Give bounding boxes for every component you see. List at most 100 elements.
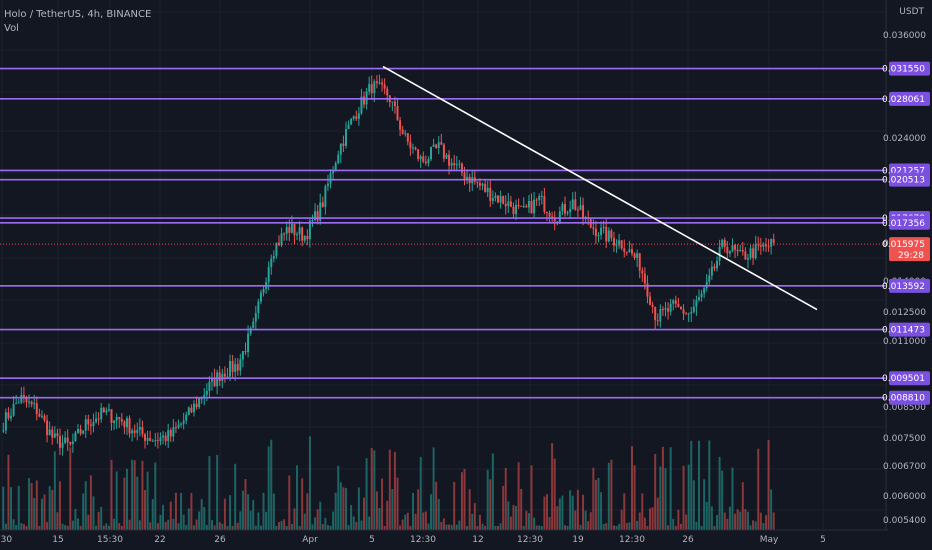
countdown-label: 29:28 [898,251,924,261]
volume-bar [378,508,381,530]
volume-bar [445,524,448,530]
time-tick-label: 12 [472,535,483,545]
candle-body [558,211,561,223]
candle-body [131,430,134,434]
candle-body [77,429,79,433]
volume-bar [424,511,427,530]
volume-bar [739,511,742,530]
candle-body [466,176,469,180]
candle-body [257,301,260,314]
volume-bar [628,522,631,530]
candle-body [731,245,734,252]
volume-indicator-label[interactable]: Vol [4,23,19,34]
candle-body [625,251,628,253]
volume-bar [594,479,597,530]
candle-body [414,147,417,150]
price-level-tag [889,390,930,405]
candle-body [752,248,755,259]
volume-bar [491,453,494,530]
volume-bar [473,503,476,530]
volume-bar [51,489,54,530]
volume-bar [211,520,213,530]
candle-body [69,442,72,444]
candle-body [636,253,639,258]
time-axis[interactable]: 5:30 15 15:30 22 26 Apr 5 12:30 12 12:30 19 12:30 26… [0,529,888,550]
time-tick-label: 15:30 [97,535,123,545]
candle-body [381,82,384,85]
volume-bar [270,439,273,530]
volume-bar [370,448,373,530]
candle-body [71,441,74,444]
candle-body [15,403,18,405]
candle-body [296,234,299,236]
candle-body [58,436,61,448]
volume-bar [10,487,13,530]
volume-bar [46,522,49,530]
candle-body [646,283,649,297]
candle-body [208,381,211,391]
candle-body [569,208,572,213]
volume-bar [414,513,417,530]
price-tick-label: 0.006000 [883,492,926,502]
candle-body [298,227,301,235]
time-tick-label: 15 [52,535,63,545]
candle-body [84,419,87,431]
candle-body [527,201,530,208]
candle-body [437,142,440,148]
volume-bar [146,471,149,530]
volume-bar [427,523,430,530]
candle-body [378,82,381,84]
volume-bar [172,518,175,530]
volume-bar [332,511,335,530]
volume-bar [296,465,299,530]
volume-bar [741,482,744,530]
volume-bar [442,518,445,530]
volume-bar [504,467,507,530]
candle-body [97,418,100,420]
volume-bar [512,505,515,530]
candle-body [203,394,206,399]
candle-body [262,288,265,293]
candle-body [734,245,737,250]
volume-bar [347,525,350,530]
volume-bar [218,522,221,530]
volume-bar [576,489,579,530]
candle-body [478,182,481,186]
candle-body [690,311,693,314]
volume-bar [87,514,90,530]
volume-bar [597,477,600,530]
volume-bar [517,462,520,530]
volume-bar [174,492,177,530]
symbol-title[interactable]: Holo / TetherUS, 4h, BINANCE [4,9,152,20]
candle-body [370,84,373,94]
candle-body [105,410,108,413]
price-axis[interactable]: 0.0360000.0240000.0160000.0140000.012500… [882,0,932,550]
volume-bar [515,506,518,530]
volume-bar [432,447,435,530]
volume-bar [556,506,559,530]
volume-bar [350,505,353,530]
time-tick-label: 26 [682,535,694,545]
current-price-tag [889,237,930,262]
candle-body [293,224,296,236]
candle-body [74,432,77,442]
volume-bar [417,489,420,530]
price-tick-label: 0.007500 [883,434,926,444]
candle-body [491,198,494,201]
volume-bar [169,501,172,530]
candle-body [409,141,412,149]
volume-bar [247,494,250,530]
candle-body [118,416,121,419]
volume-bar [334,492,337,530]
price-level-label: 0.013592 [882,282,925,292]
volume-bar [579,524,582,530]
volume-bar [162,504,165,530]
price-level-label: 0.009501 [882,374,925,384]
candle-body [582,205,585,218]
price-level-tag [889,61,930,76]
candle-body [530,201,533,214]
trendline[interactable] [382,65,818,311]
candle-body [723,239,726,247]
volume-bar [762,523,765,530]
